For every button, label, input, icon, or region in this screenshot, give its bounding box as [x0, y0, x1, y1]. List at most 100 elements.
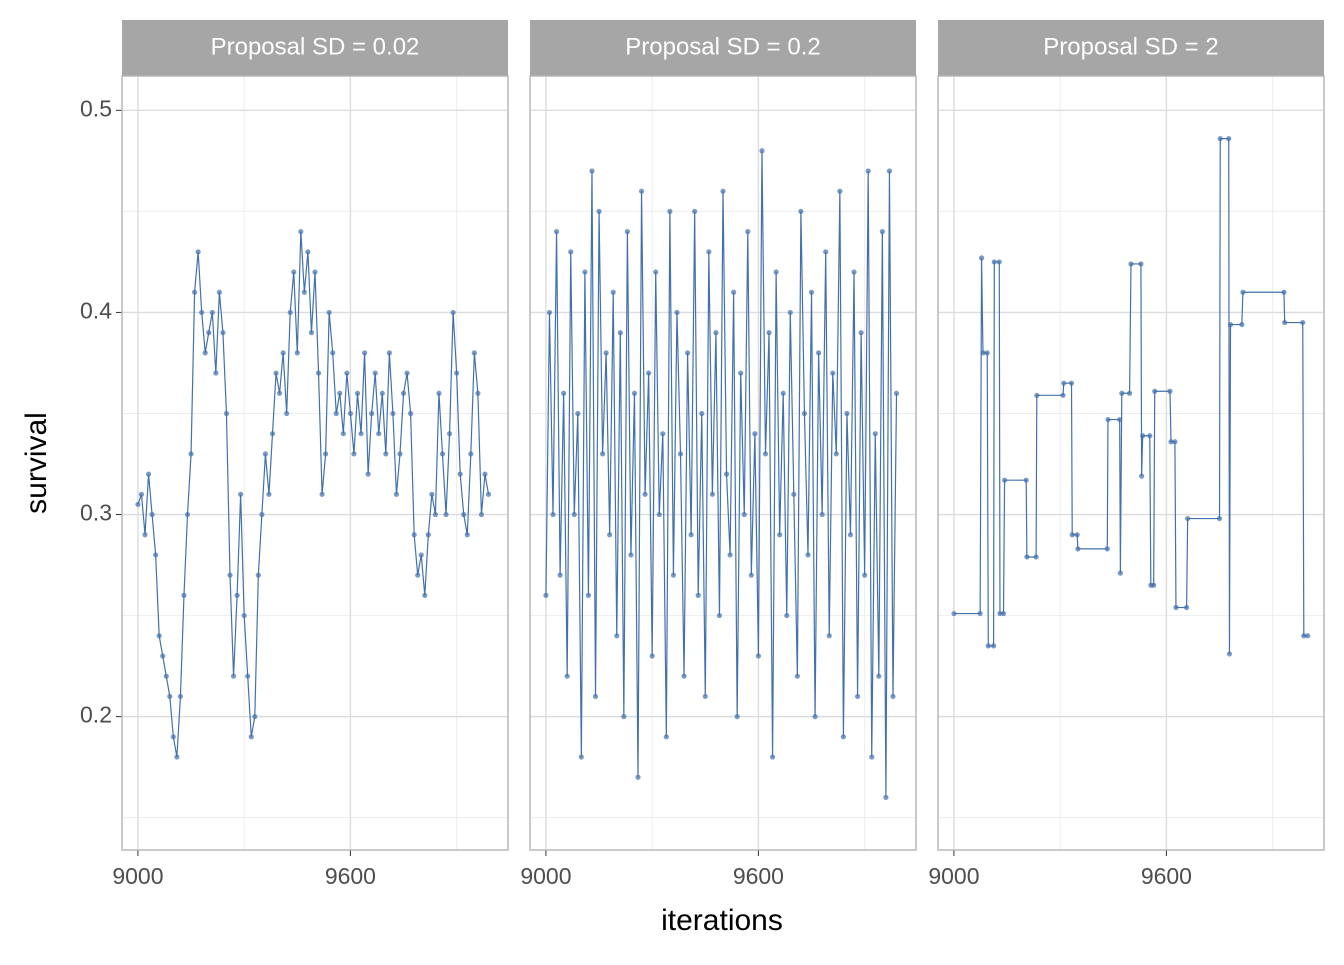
trace-point — [280, 350, 286, 356]
trace-point — [837, 188, 843, 194]
trace-point — [241, 612, 247, 619]
trace-point — [464, 532, 470, 538]
trace-point — [816, 350, 822, 356]
trace-point — [454, 370, 460, 376]
trace-point — [808, 289, 815, 295]
trace-point — [372, 370, 378, 376]
trace-point — [1024, 554, 1030, 560]
trace-point — [787, 309, 793, 316]
trace-point — [1128, 261, 1134, 267]
trace-point — [1117, 416, 1123, 423]
trace-point — [801, 410, 808, 417]
trace-point — [614, 633, 620, 639]
trace-point — [649, 653, 655, 659]
trace-point — [432, 511, 439, 518]
trace-point — [1105, 416, 1111, 423]
trace-point — [1185, 515, 1191, 522]
trace-point — [990, 643, 997, 649]
trace-point — [475, 390, 481, 396]
trace-point — [677, 451, 684, 457]
trace-point — [216, 289, 222, 295]
trace-point — [238, 491, 244, 497]
trace-point — [436, 390, 442, 396]
trace-point — [298, 229, 304, 235]
trace-point — [862, 572, 868, 578]
y-axis-title: survival — [20, 412, 53, 514]
trace-point — [769, 754, 776, 760]
trace-point — [670, 572, 677, 578]
trace-point — [142, 532, 148, 538]
trace-point — [308, 330, 315, 336]
trace-point — [596, 208, 602, 214]
trace-point — [323, 451, 329, 457]
x-tick-label: 9000 — [520, 863, 571, 889]
trace-point — [1061, 380, 1067, 386]
trace-point — [1151, 582, 1157, 588]
trace-point — [400, 390, 407, 396]
trace-point — [748, 572, 754, 578]
trace-point — [1300, 319, 1306, 326]
trace-point — [397, 451, 403, 457]
trace-point — [358, 431, 364, 437]
trace-point — [1069, 532, 1075, 538]
trace-point — [485, 491, 492, 497]
trace-point — [284, 410, 290, 417]
trace-point — [1117, 570, 1123, 576]
x-tick-label: 9000 — [112, 863, 163, 889]
trace-point — [1075, 546, 1081, 552]
x-axis-title: iterations — [661, 904, 783, 937]
trace-point — [738, 370, 744, 376]
trace-point — [851, 269, 857, 275]
trace-point — [720, 188, 726, 194]
trace-point — [610, 289, 616, 295]
trace-point — [1167, 388, 1173, 394]
trace-line — [545, 150, 898, 798]
trace-point — [446, 431, 453, 437]
trace-point — [755, 653, 762, 659]
trace-point — [383, 451, 389, 457]
trace-point — [653, 269, 659, 275]
trace-point — [1226, 136, 1232, 142]
trace-point — [344, 370, 350, 376]
trace-point — [1240, 289, 1246, 295]
trace-point — [791, 491, 797, 497]
x-tick-label: 9600 — [733, 863, 784, 889]
trace-point — [854, 693, 861, 700]
trace-point — [1104, 546, 1110, 552]
trace-point — [589, 168, 595, 174]
trace-point — [635, 774, 641, 780]
x-tick-label: 9600 — [1141, 863, 1192, 889]
trace-point — [319, 491, 325, 497]
trace-point — [977, 610, 983, 617]
trace-point — [471, 350, 477, 356]
trace-point — [553, 229, 560, 235]
trace-point — [886, 168, 893, 174]
trace-point — [706, 249, 712, 255]
y-tick-label: 0.2 — [80, 702, 112, 728]
trace-point — [213, 370, 219, 376]
trace-point — [234, 592, 240, 598]
trace-point — [713, 330, 719, 336]
trace-point — [404, 370, 410, 376]
panel-border — [937, 75, 1325, 851]
trace-point — [656, 511, 662, 518]
trace-point — [1239, 321, 1245, 328]
trace-point — [145, 471, 152, 477]
trace-point — [543, 592, 549, 598]
y-tick-label: 0.4 — [80, 298, 112, 324]
trace-point — [181, 592, 187, 598]
trace-point — [340, 431, 346, 437]
trace-point — [628, 552, 634, 558]
trace-point — [138, 491, 145, 497]
strip — [122, 20, 508, 76]
trace-point — [585, 592, 592, 598]
trace-point — [149, 511, 155, 518]
trace-point — [269, 431, 276, 437]
trace-point — [1001, 477, 1008, 483]
trace-point — [991, 259, 997, 265]
trace-point — [684, 350, 691, 356]
trace-point — [184, 511, 191, 518]
trace-point — [1281, 289, 1287, 295]
trace-point — [1147, 433, 1153, 439]
trace-point — [723, 471, 730, 477]
